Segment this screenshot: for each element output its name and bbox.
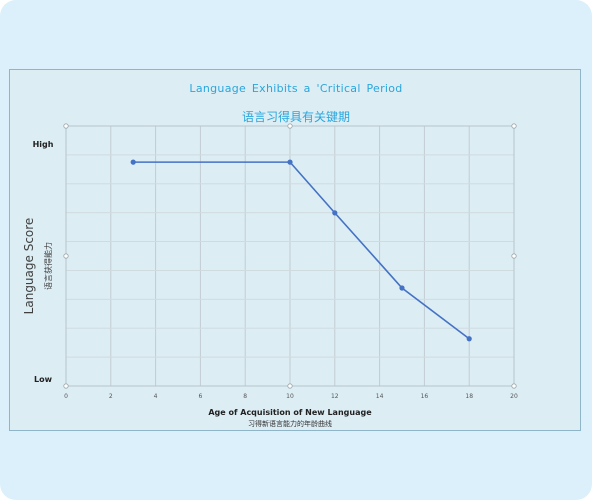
chart-subtitle: 语言习得具有关键期 bbox=[241, 110, 350, 124]
data-point bbox=[287, 159, 293, 165]
grid bbox=[65, 126, 515, 386]
y-axis-label: Language Score bbox=[22, 218, 36, 315]
x-tick-label: 10 bbox=[286, 393, 294, 400]
data-point bbox=[332, 210, 338, 216]
x-tick-label: 6 bbox=[198, 393, 202, 400]
resize-handle bbox=[63, 383, 69, 389]
resize-handle bbox=[287, 123, 293, 129]
x-axis: 0 2 4 6 8 10 12 14 16 18 20 bbox=[64, 393, 518, 400]
chart-area bbox=[9, 69, 581, 431]
x-tick-label: 16 bbox=[421, 393, 429, 400]
x-axis-label: Age of Acquisition of New Language bbox=[208, 408, 372, 417]
chart-title: Language Exhibits a 'Critical Period bbox=[189, 82, 403, 95]
resize-handle bbox=[287, 383, 293, 389]
y-tick-label: Low bbox=[34, 375, 53, 384]
y-axis: High Low bbox=[33, 140, 54, 384]
series-layer bbox=[130, 159, 472, 342]
resize-handle bbox=[63, 253, 69, 259]
resize-handle bbox=[63, 123, 69, 129]
data-point bbox=[130, 159, 136, 165]
x-tick-label: 4 bbox=[154, 393, 158, 400]
x-tick-label: 0 bbox=[64, 393, 68, 400]
resize-handle bbox=[511, 123, 517, 129]
y-axis-sublabel: 语言获得能力 bbox=[43, 242, 53, 290]
y-tick-label: High bbox=[33, 140, 54, 149]
data-point bbox=[399, 285, 405, 291]
data-point bbox=[466, 336, 472, 342]
series-line bbox=[133, 161, 470, 340]
x-tick-label: 20 bbox=[510, 393, 518, 400]
x-tick-label: 14 bbox=[376, 393, 384, 400]
resize-handle bbox=[511, 383, 517, 389]
x-tick-label: 12 bbox=[331, 393, 339, 400]
x-axis-sublabel: 习得新语言能力的年龄曲线 bbox=[248, 419, 332, 428]
x-tick-label: 2 bbox=[109, 393, 113, 400]
x-tick-label: 8 bbox=[243, 393, 247, 400]
x-tick-label: 18 bbox=[465, 393, 473, 400]
resize-handle bbox=[511, 253, 517, 259]
selection-handles bbox=[63, 123, 517, 389]
